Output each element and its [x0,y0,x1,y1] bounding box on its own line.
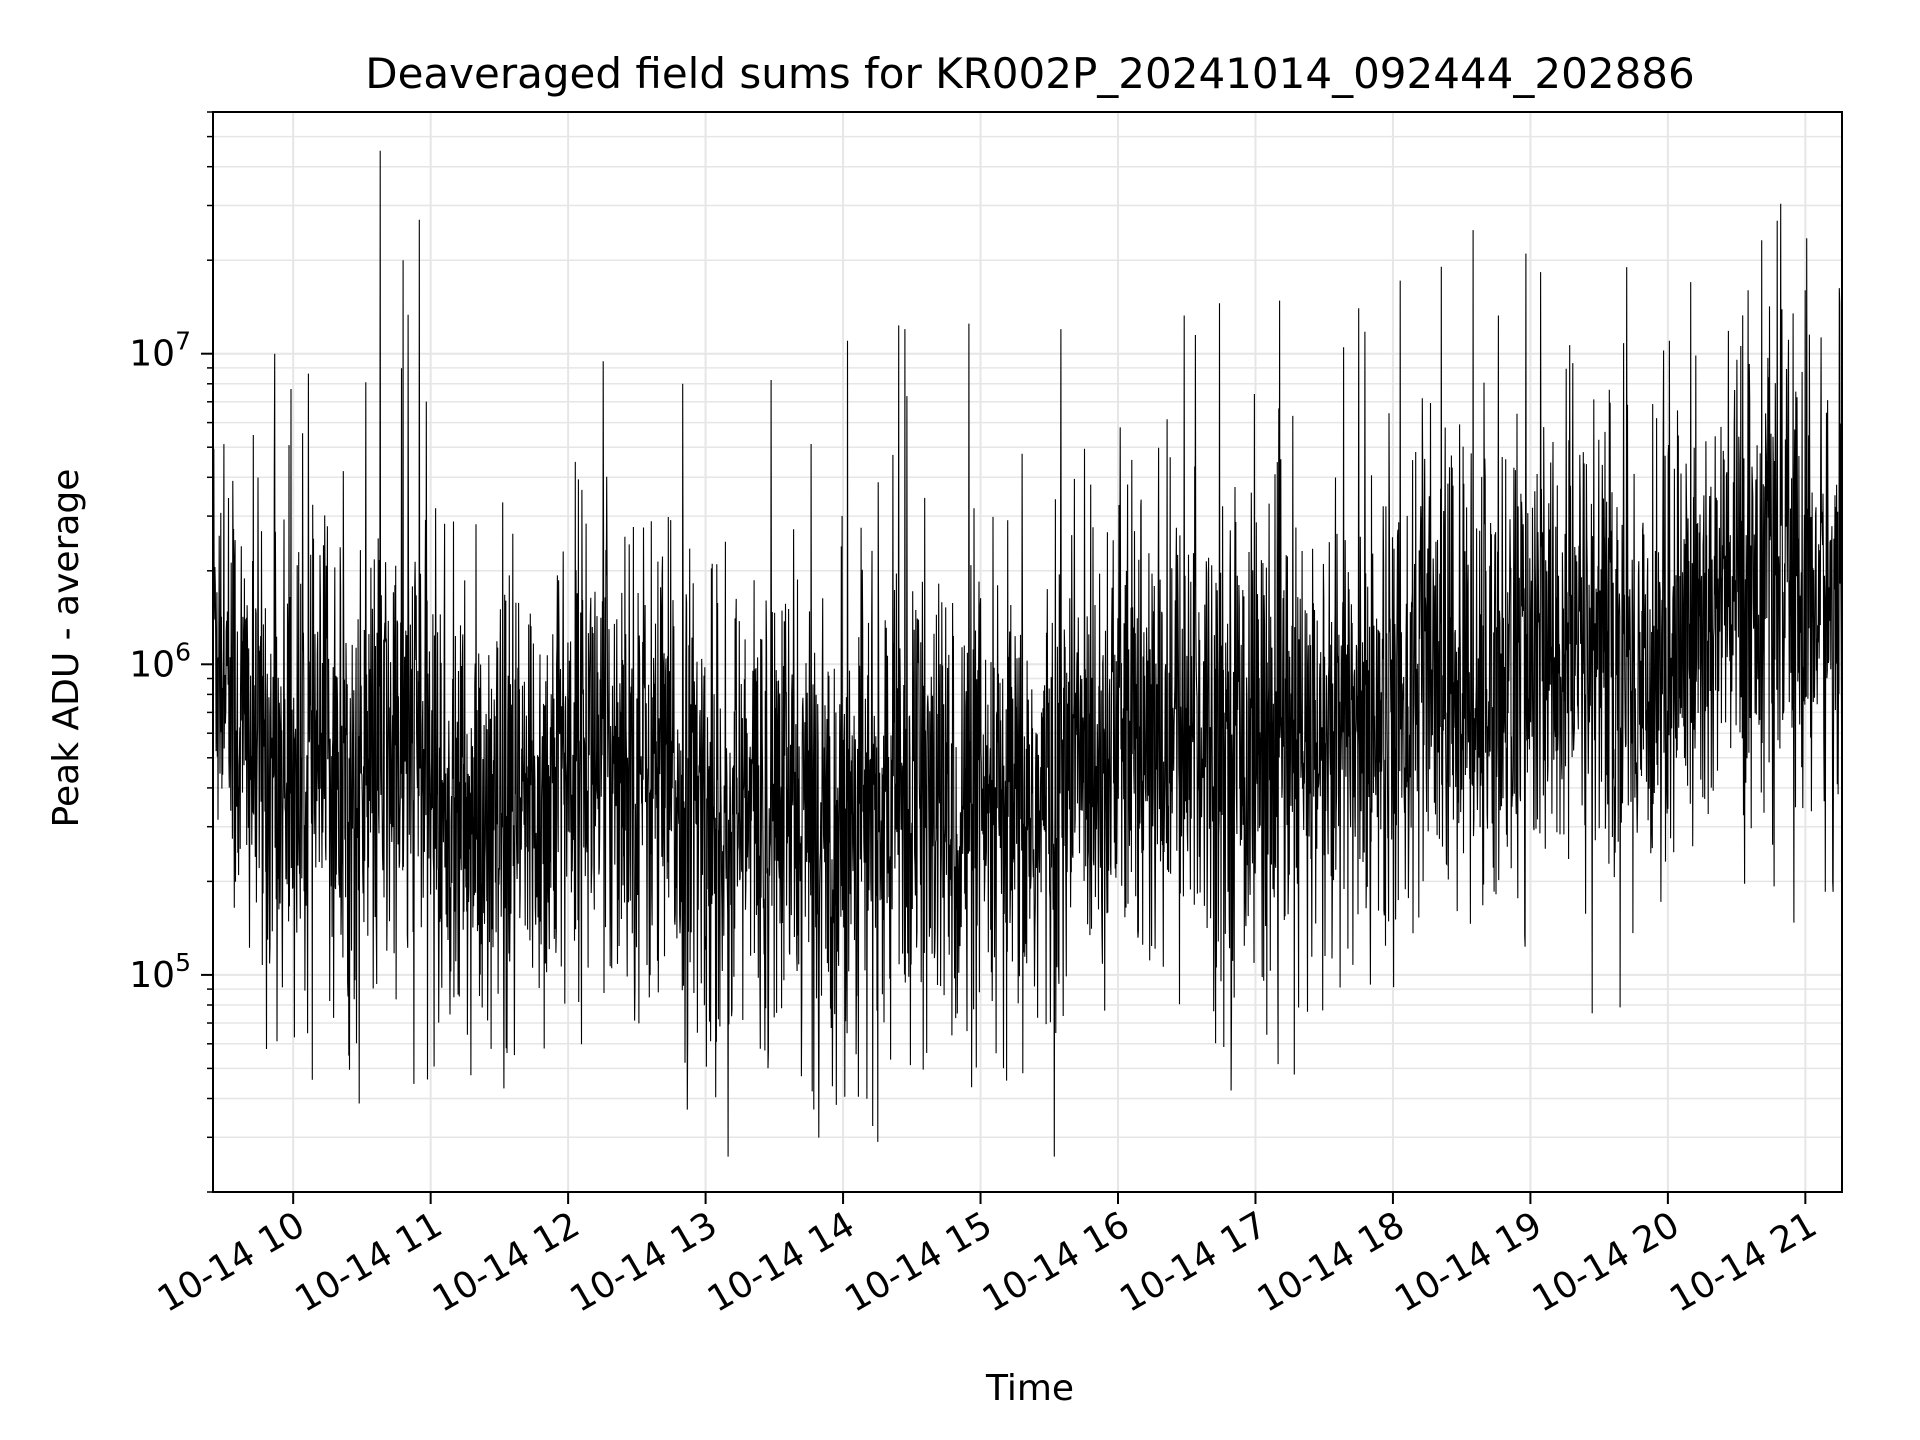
y-tick-label: 105 [129,948,191,996]
y-axis-label: Peak ADU - average [46,469,87,828]
y-tick-label: 106 [129,637,191,685]
x-axis-label: Time [985,1368,1074,1409]
y-axis: 105 106 107 [129,111,213,1193]
y-tick-label: 107 [129,327,191,375]
series-group [212,150,1843,1157]
chart-title: Deaveraged field sums for KR002P_2024101… [365,49,1695,98]
series-line [212,150,1843,1157]
plot-frame [212,111,1843,1193]
